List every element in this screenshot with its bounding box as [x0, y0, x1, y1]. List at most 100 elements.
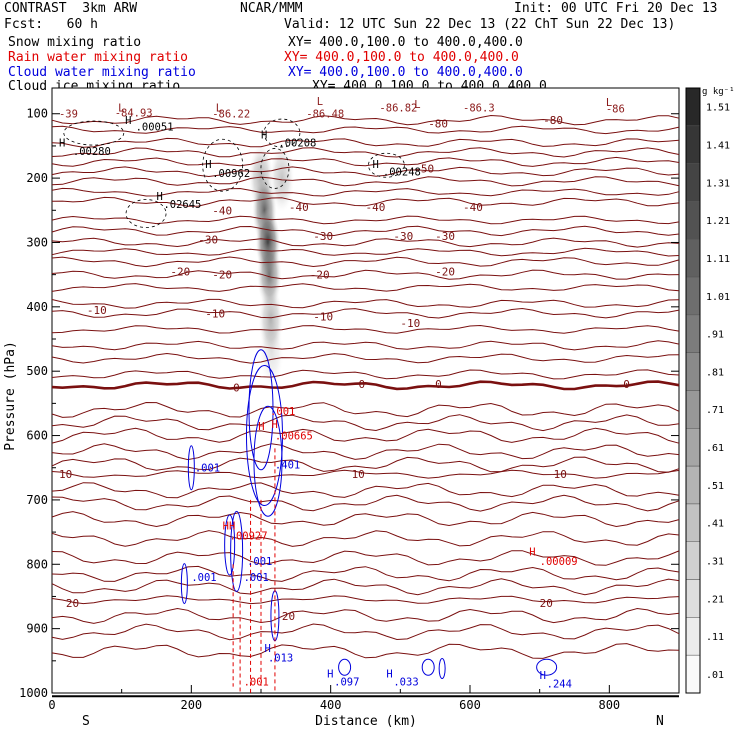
isotherm-label: -10: [87, 304, 107, 317]
cloud-ice-contour: [260, 148, 290, 189]
extrema-labels: L L L L L -39 -84.93 -86.22 -86.48 -86.82 -86.3 -86…: [59, 96, 625, 690]
isotherm-10: [51, 469, 680, 479]
isotherm-line: [51, 352, 680, 364]
extrema-label: -86.3: [463, 102, 495, 114]
extrema-label: H: [540, 670, 546, 682]
isotherm-line: [51, 456, 680, 473]
isotherm-label: -20: [435, 265, 455, 278]
extrema-label: H: [386, 669, 392, 681]
isotherm-line: [51, 237, 680, 248]
cloud-ice-contour: [63, 120, 125, 146]
extrema-label: H: [261, 129, 267, 141]
extrema-label: L: [216, 102, 222, 114]
y-tick-label: 300: [26, 235, 48, 249]
field-cloudwater-xy: XY= 400.0,100.0 to 400.0,400.0: [288, 65, 523, 80]
cloud-water-contour: [245, 365, 283, 507]
x-tick-label: 0: [48, 698, 55, 712]
isotherm-line: [51, 256, 680, 268]
isotherm-line: [51, 443, 680, 461]
colorbar-label: .61: [706, 443, 724, 454]
extrema-label: H: [59, 138, 65, 150]
isotherm-label: -10: [400, 317, 420, 330]
isotherm-label: -40: [463, 201, 483, 214]
extrema-label: HH: [223, 521, 236, 533]
x-axis-title: Distance (km): [315, 714, 417, 729]
colorbar-swatch: [685, 465, 701, 505]
isotherm-label: -20: [212, 269, 232, 282]
colorbar-label: .41: [706, 519, 724, 530]
extrema-label: H: [157, 191, 163, 203]
cloud-water-contour: [438, 658, 446, 680]
isotherm-label: 0: [359, 378, 366, 391]
x-tick-label: 800: [598, 698, 620, 712]
extrema-label: H: [327, 669, 333, 681]
extrema-label: .00280: [73, 146, 111, 158]
isotherm-line: [51, 176, 680, 187]
extrema-label: .00051: [136, 122, 174, 134]
colorbar-frame: [685, 87, 701, 694]
field-snow-xy: XY= 400.0,100.0 to 400.0,400.0: [288, 35, 523, 50]
y-axis-title: Pressure (hPa): [3, 341, 18, 451]
colorbar-swatch: [685, 314, 701, 353]
colorbar-swatch: [685, 390, 701, 429]
colorbar-swatch: [685, 201, 701, 240]
extrema-label: .097: [334, 676, 359, 688]
extrema-label: .00665: [275, 431, 313, 443]
extrema-label: H: [205, 159, 211, 171]
extrema-label: -86.82: [379, 102, 417, 114]
isotherm-label: -20: [310, 269, 330, 282]
y-tick-label: 1000: [19, 686, 48, 700]
extrema-label: H: [372, 159, 378, 171]
colorbar-swatch: [685, 163, 701, 202]
isotherm-line: [51, 482, 680, 499]
isotherm-label: 0: [233, 381, 240, 394]
extrema-label: .001: [195, 463, 220, 475]
isotherm-0: [51, 380, 680, 391]
colorbar-swatch: [685, 541, 701, 580]
isotherm-label: 0: [435, 378, 442, 391]
isotherm-label: 20: [282, 610, 295, 623]
isotherm-label: 10: [352, 468, 365, 481]
isotherm-line: [51, 269, 680, 280]
extrema-label: .013: [268, 653, 293, 665]
colorbar-swatch: [685, 239, 701, 278]
field-rain-xy: XY= 400.0,100.0 to 400.0,400.0: [284, 50, 519, 65]
isotherm-line: [51, 137, 680, 148]
isotherm-label: -20: [170, 265, 190, 278]
extrema-label: H: [125, 115, 131, 127]
isotherm-20: [51, 595, 680, 605]
extrema-label: -86: [606, 104, 625, 116]
colorbar-label: 1.41: [706, 141, 730, 152]
isotherm-label: -80: [428, 117, 448, 130]
isotherm-line: [51, 401, 680, 418]
isotherm-line: [51, 369, 680, 380]
isotherm--30: [51, 247, 680, 257]
isotherm-label: -40: [366, 201, 386, 214]
cloud-water-contour: [187, 445, 195, 491]
isotherm-labels: -10 -10 -10 -10 -20 -20 -20 -20 -30 -30 -30 -30 -40 -…: [59, 114, 630, 623]
colorbar-label: .71: [706, 405, 724, 416]
extrema-label: .033: [393, 676, 418, 688]
valid-time: Valid: 12 UTC Sun 22 Dec 13 (22 ChT Sun …: [284, 17, 676, 32]
center-name: NCAR/MMM: [240, 1, 303, 16]
colorbar-swatch: [685, 352, 701, 391]
extrema-label: .244: [547, 678, 572, 690]
isotherm--50: [51, 187, 680, 197]
extrema-label: .001: [244, 676, 269, 688]
colorbar-label: .31: [706, 556, 724, 567]
isotherm-line: [51, 550, 680, 566]
isotherm-line: [51, 196, 680, 207]
cloud-ice-contour: [125, 199, 167, 228]
colorbar-label: .81: [706, 367, 724, 378]
isotherm-label: -50: [414, 162, 434, 175]
hydrometeor-contours: [63, 118, 558, 693]
cloud-water-contour: [180, 563, 188, 605]
isotherm--20: [51, 283, 680, 292]
y-tick-label: 200: [26, 171, 48, 185]
y-tick-label: 700: [26, 493, 48, 507]
snow-plume: [249, 144, 294, 386]
extrema-label: .001: [244, 572, 269, 584]
isotherm-label: 0: [623, 378, 630, 391]
colorbar-swatch: [685, 654, 701, 694]
